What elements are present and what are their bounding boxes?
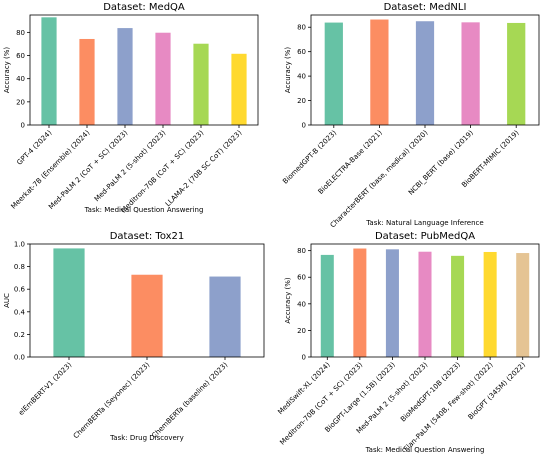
chart-title: Dataset: Tox21 [110, 231, 185, 242]
y-tick-label: 0.4 [14, 308, 26, 316]
x-tick-label: CharacterBERT (base, medical) (2020) [329, 129, 430, 230]
x-tick-label: ChemBERTa (Seyonec) (2023) [72, 361, 152, 441]
x-tick-label: elEmBERT-V1 (2023) [17, 361, 73, 417]
bar-4 [155, 32, 171, 125]
chart-panel-4: Dataset: PubMedQA 0 20 40 60 80 Accuracy (%) Me… [276, 231, 540, 454]
y-tick-label: 80 [297, 24, 306, 32]
y-tick-label: 40 [16, 75, 25, 83]
x-tick-label: BioMedGPT-10B (2023) [399, 361, 462, 424]
y-tick-label: 20 [297, 327, 306, 335]
bar-3 [117, 28, 133, 125]
y-tick-label: 60 [16, 52, 25, 60]
y-tick-label: 0.6 [14, 286, 26, 294]
x-tick-label: Med-PaLM 2 (CoT + SC) (2023) [47, 129, 130, 212]
bar-1 [53, 248, 85, 357]
bar-3 [209, 276, 241, 357]
bar-5 [193, 43, 209, 125]
bar-3 [415, 21, 435, 125]
y-axis-label: Accuracy (%) [284, 47, 292, 94]
bar-1 [324, 22, 343, 126]
x-tick-label: ChemBERTa (baseline) (2023) [150, 361, 229, 440]
y-tick-label: 20 [297, 97, 306, 105]
x-tick-label: Meerkat-7B (Ensemble) (2024) [10, 129, 92, 211]
x-tick-label: GPT-4 (2024) [15, 129, 53, 167]
y-tick-label: 0.8 [14, 263, 25, 271]
y-tick-label: 80 [16, 29, 25, 37]
y-axis-label: Accuracy (%) [3, 47, 11, 94]
y-tick-label: 0 [21, 122, 25, 130]
chart-title: Dataset: MedNLI [384, 2, 467, 13]
bar-4 [461, 22, 480, 125]
x-tick-label: Meditron-70B (CoT + SC) (2023) [120, 129, 206, 215]
chart-title: Dataset: PubMedQA [375, 231, 475, 242]
bar-7 [516, 253, 530, 357]
y-tick-label: 60 [297, 274, 306, 282]
bar-1 [320, 254, 334, 357]
x-axis-label: Task: Natural Language Inference [365, 219, 483, 227]
x-axis-label: Task: Drug Discovery [109, 434, 184, 442]
x-axis-label: Task: Medical Question Answering [365, 446, 485, 454]
x-tick-label: MediSwift-XL (2024) [276, 361, 332, 417]
y-axis-label: Accuracy (%) [284, 277, 292, 324]
bar-4 [418, 251, 432, 357]
y-tick-label: 1.0 [14, 241, 25, 249]
bar-2 [370, 19, 389, 125]
bar-1 [41, 17, 57, 126]
y-tick-label: 80 [297, 247, 306, 255]
bar-5 [507, 22, 526, 126]
y-tick-label: 0.0 [14, 354, 25, 362]
x-axis-label: Task: Medical Question Answering [84, 206, 204, 214]
bar-3 [385, 249, 399, 357]
bar-2 [353, 248, 367, 357]
x-tick-label: Med-PaLM 2 (5-shot) (2023) [93, 129, 168, 204]
y-tick-label: 60 [297, 48, 306, 56]
bar-2 [131, 274, 163, 357]
y-tick-label: 40 [297, 300, 306, 308]
y-axis-label: AUC [3, 293, 11, 308]
chart-title: Dataset: MedQA [103, 2, 185, 13]
bar-2 [79, 38, 95, 125]
bar-5 [451, 255, 465, 357]
y-tick-label: 0.2 [14, 331, 25, 339]
y-tick-label: 0 [302, 354, 306, 362]
bar-6 [231, 53, 247, 125]
y-tick-label: 0 [302, 122, 306, 130]
y-tick-label: 20 [16, 98, 25, 106]
chart-panel-1: Dataset: MedQA 0 20 40 60 80 Accuracy (%) GPT-4… [3, 2, 259, 215]
x-tick-label: LLAMA-2 (70B SC CoT) (2023) [164, 129, 244, 209]
x-tick-label: BioGPT (345M) (2022) [467, 361, 528, 422]
bar-6 [483, 251, 497, 357]
chart-panel-3: Dataset: Tox21 0.0 0.2 0.4 0.6 0.8 1.0 AUC elEmB… [3, 231, 265, 442]
axes-frame [29, 14, 259, 126]
y-tick-label: 40 [297, 73, 306, 81]
